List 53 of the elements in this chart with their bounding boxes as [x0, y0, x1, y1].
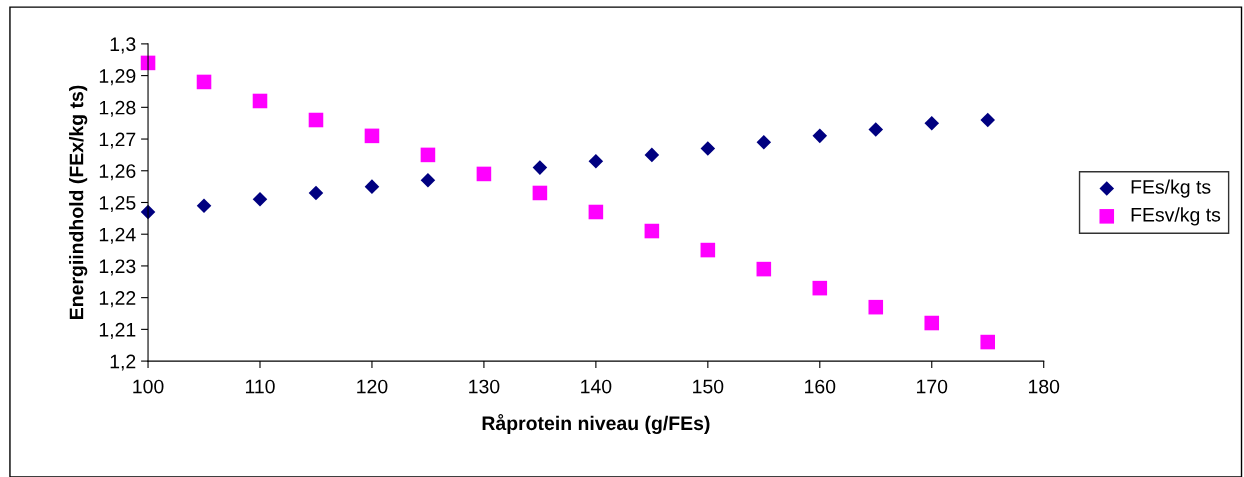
legend-label: FEs/kg ts — [1131, 179, 1211, 198]
point — [812, 280, 828, 296]
x-tick-label: 140 — [581, 379, 612, 394]
x-axis-title: Råprotein niveau (g/FEs) — [482, 413, 710, 435]
point — [924, 115, 940, 131]
point — [924, 315, 940, 331]
point — [756, 134, 772, 150]
point — [532, 160, 548, 175]
x-tick-label: 170 — [917, 379, 948, 394]
point — [980, 112, 996, 128]
y-tick-label: 1,2 — [110, 354, 136, 371]
x-tick-label: 160 — [805, 379, 836, 394]
y-tick-label: 1,25 — [99, 195, 136, 213]
point — [700, 242, 716, 258]
point — [812, 128, 828, 144]
y-tick-label: 1,27 — [99, 132, 136, 149]
x-tick-label: 110 — [245, 379, 275, 394]
point — [420, 147, 436, 163]
point — [868, 122, 884, 137]
point — [644, 223, 660, 239]
y-tick-label: 1,28 — [99, 100, 136, 117]
point — [420, 173, 436, 188]
x-tick-label: 120 — [357, 379, 388, 394]
point — [308, 112, 324, 128]
x-tick-label: 150 — [693, 379, 724, 394]
point — [364, 179, 380, 194]
y-tick-label: 1,23 — [99, 259, 136, 276]
point — [364, 128, 380, 144]
point — [252, 93, 268, 109]
point — [252, 192, 268, 207]
point — [196, 74, 212, 90]
point — [532, 185, 548, 201]
x-tick-label: 130 — [469, 379, 500, 394]
y-axis-title: Energiindhold (FEx/kg ts) — [69, 85, 88, 319]
y-tick-label: 1,24 — [99, 227, 136, 244]
point — [980, 334, 996, 350]
point — [644, 147, 660, 163]
x-tick-label: 100 — [133, 379, 164, 394]
point — [868, 299, 884, 315]
x-tick-label: 180 — [1028, 379, 1060, 394]
point — [588, 153, 604, 169]
y-tick-label: 1,21 — [99, 322, 136, 339]
point — [196, 198, 212, 213]
y-tick-label: 1,3 — [110, 37, 136, 54]
point — [700, 141, 716, 156]
y-tick-label: 1,29 — [99, 69, 136, 86]
point — [588, 204, 604, 220]
y-tick-label: 1,22 — [99, 291, 136, 308]
y-tick-label: 1,26 — [99, 164, 136, 181]
point — [756, 261, 772, 277]
point — [308, 185, 324, 201]
point — [476, 166, 492, 182]
legend-label: FEsv/kg ts — [1131, 207, 1221, 226]
